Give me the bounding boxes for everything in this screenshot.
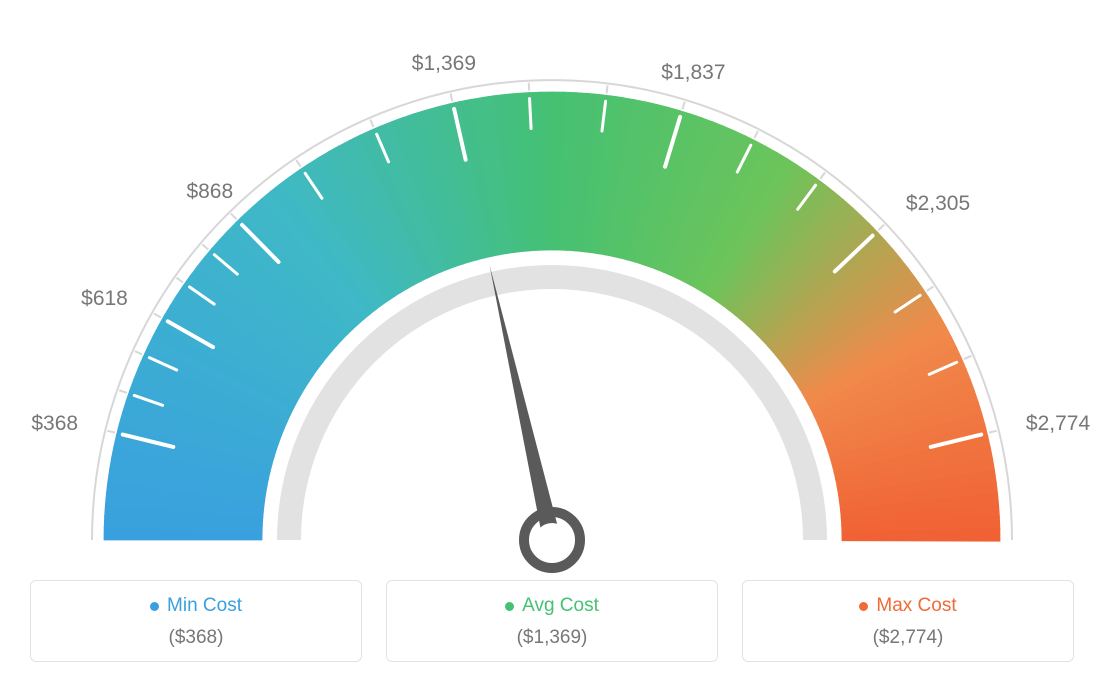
gauge-tick-label: $868 — [186, 180, 233, 204]
gauge-chart: $368 $618 $868 $1,369 $1,837 $2,305 $2,774 — [0, 0, 1104, 560]
min-cost-dot-icon — [150, 602, 159, 611]
max-cost-label: Max Cost — [876, 595, 956, 617]
avg-cost-label: Avg Cost — [522, 595, 599, 617]
max-cost-dot-icon — [859, 602, 868, 611]
gauge-tick-label: $368 — [31, 412, 78, 436]
summary-cards: Min Cost ($368) Avg Cost ($1,369) Max Co… — [30, 580, 1074, 662]
min-cost-value: ($368) — [41, 627, 351, 649]
avg-cost-title: Avg Cost — [505, 595, 599, 617]
gauge-svg — [47, 40, 1057, 600]
gauge-tick-label: $2,305 — [906, 192, 970, 216]
min-cost-title: Min Cost — [150, 595, 242, 617]
gauge-tick-label: $1,837 — [661, 61, 725, 85]
avg-cost-card: Avg Cost ($1,369) — [386, 580, 718, 662]
gauge-colored-arc — [104, 92, 1000, 541]
gauge-tick-label: $1,369 — [412, 52, 476, 76]
max-cost-title: Max Cost — [859, 595, 956, 617]
avg-cost-dot-icon — [505, 602, 514, 611]
max-cost-value: ($2,774) — [753, 627, 1063, 649]
min-cost-card: Min Cost ($368) — [30, 580, 362, 662]
min-cost-label: Min Cost — [167, 595, 242, 617]
gauge-tick-label: $2,774 — [1026, 412, 1090, 436]
gauge-tick-label: $618 — [81, 287, 128, 311]
avg-cost-value: ($1,369) — [397, 627, 707, 649]
max-cost-card: Max Cost ($2,774) — [742, 580, 1074, 662]
